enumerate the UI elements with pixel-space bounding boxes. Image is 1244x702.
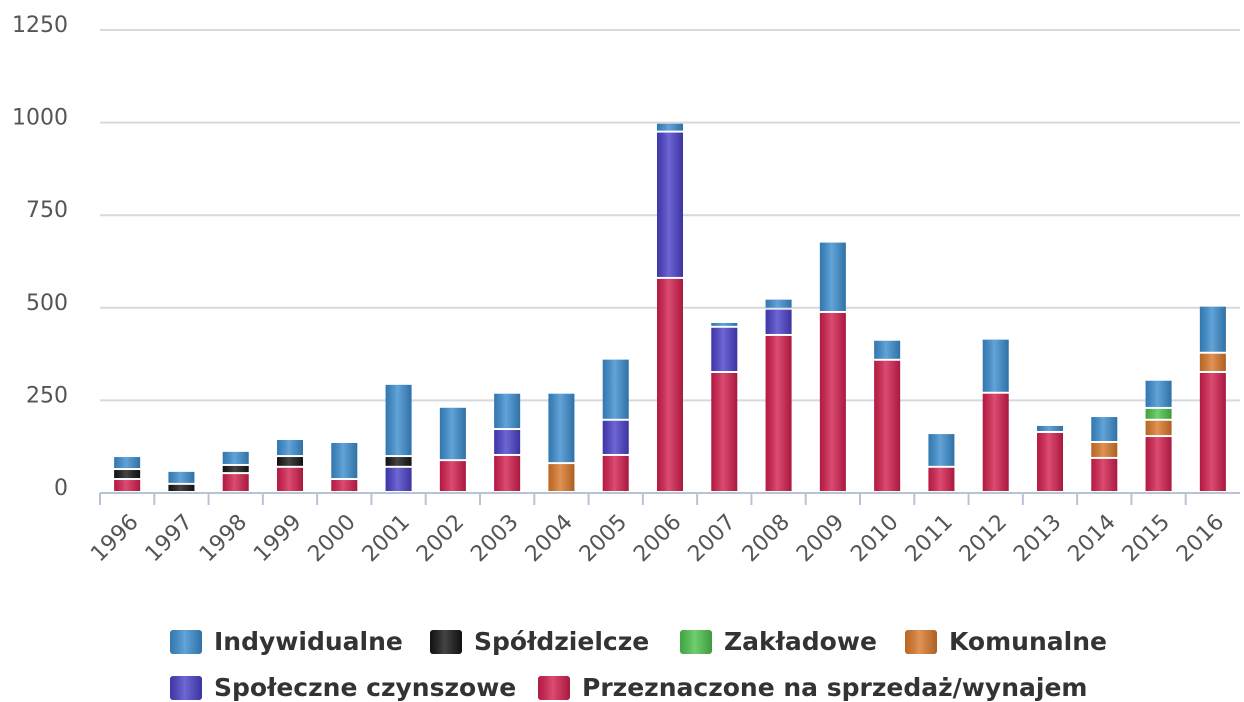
bar-shine (222, 451, 249, 464)
x-tick-label: 2003 (466, 510, 523, 567)
legend-shine (170, 630, 202, 654)
bar-shine (657, 278, 683, 491)
bar-shine (765, 299, 792, 308)
bar-shine (439, 407, 466, 460)
y-tick-label: 750 (26, 198, 68, 223)
bar-shine (385, 467, 412, 491)
y-tick-label: 500 (26, 291, 68, 316)
bar-shine (385, 384, 412, 456)
bar-shine (277, 467, 303, 491)
bar-shine (602, 455, 629, 491)
bar-shine (1091, 417, 1118, 441)
x-tick-label: 2009 (792, 510, 849, 567)
bar-shine (819, 312, 846, 491)
bar-shine (385, 457, 412, 466)
bar-shine (114, 470, 141, 479)
x-tick-label: 1996 (86, 510, 143, 567)
legend-shine (170, 676, 202, 700)
bar-shine (331, 480, 358, 491)
bar-shine (439, 461, 466, 491)
x-tick-label: 2000 (303, 510, 360, 567)
bar-shine (494, 393, 521, 429)
legend-label: Indywidualne (214, 627, 403, 656)
bar-shine (1037, 432, 1063, 491)
x-tick-label: 2011 (901, 510, 958, 567)
legend-shine (538, 676, 570, 700)
x-tick-label: 2001 (358, 510, 415, 567)
x-tick-label: 1997 (141, 510, 198, 567)
x-tick-label: 2012 (955, 510, 1012, 567)
legend-label: Spółdzielcze (474, 627, 649, 656)
x-tick-label: 1998 (195, 510, 252, 567)
bar-shine (168, 484, 195, 491)
bar-shine (711, 327, 738, 371)
bar-shine (928, 467, 955, 491)
bar-shine (114, 480, 141, 491)
bar-shine (657, 132, 683, 277)
bar-shine (1145, 408, 1172, 419)
bar-shine (277, 440, 303, 456)
x-tick-label: 1999 (249, 510, 306, 567)
legend-label: Społeczne czynszowe (214, 673, 516, 702)
x-tick-label: 2005 (575, 510, 632, 567)
bar-shine (874, 340, 901, 359)
y-tick-label: 250 (26, 383, 68, 408)
x-tick-label: 2015 (1118, 510, 1175, 567)
bar-shine (657, 123, 683, 131)
bar-shine (114, 457, 141, 469)
bar-shine (548, 464, 575, 491)
bar-shine (765, 309, 792, 334)
legend-shine (680, 630, 712, 654)
x-tick-label: 2007 (683, 510, 740, 567)
bar-shine (602, 359, 629, 419)
bar-shine (222, 465, 249, 473)
bar-shine (982, 339, 1009, 392)
x-tick-label: 2010 (846, 510, 903, 567)
y-tick-label: 1250 (12, 13, 68, 38)
legend-label: Przeznaczone na sprzedaż/wynajem (582, 673, 1087, 702)
bar-shine (1199, 306, 1226, 352)
legend-shine (905, 630, 937, 654)
bar-shine (494, 430, 521, 454)
bar-shine (548, 393, 575, 463)
bar-shine (928, 434, 955, 466)
bar-shine (982, 393, 1009, 491)
bar-shine (1145, 437, 1172, 491)
bar-shine (602, 420, 629, 454)
bar-shine (874, 360, 901, 491)
bar-shine (819, 242, 846, 311)
legend-label: Zakładowe (724, 627, 877, 656)
bar-shine (331, 442, 358, 479)
x-tick-label: 2013 (1009, 510, 1066, 567)
bar-shine (765, 335, 792, 491)
legend-label: Komunalne (949, 627, 1107, 656)
bar-shine (1091, 458, 1118, 491)
bar-shine (277, 457, 303, 466)
bar-shine (494, 455, 521, 491)
bar-shine (1199, 372, 1226, 491)
x-tick-label: 2004 (521, 510, 578, 567)
x-tick-label: 2008 (738, 510, 795, 567)
y-tick-label: 1000 (12, 106, 68, 131)
bar-shine (711, 372, 738, 491)
y-tick-label: 0 (54, 476, 68, 501)
bar-shine (168, 471, 195, 483)
bar-shine (711, 322, 738, 326)
bar-shine (1037, 425, 1063, 431)
x-tick-label: 2016 (1172, 510, 1229, 567)
bar-shine (222, 474, 249, 491)
x-tick-label: 2002 (412, 510, 469, 567)
legend-shine (430, 630, 462, 654)
bar-shine (1199, 353, 1226, 371)
bar-shine (1091, 442, 1118, 457)
x-tick-label: 2014 (1063, 510, 1120, 567)
x-tick-label: 2006 (629, 510, 686, 567)
bar-shine (1145, 380, 1172, 407)
bar-shine (1145, 420, 1172, 436)
